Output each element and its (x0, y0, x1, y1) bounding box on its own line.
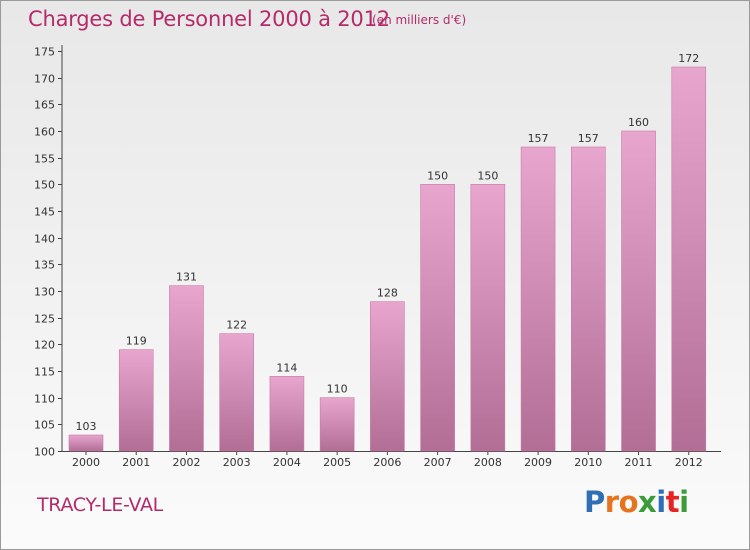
x-tick-label-2011: 2011 (625, 456, 653, 469)
y-tick-label: 125 (34, 313, 55, 326)
bar-2003 (219, 333, 254, 452)
x-tick-label-2002: 2002 (172, 456, 200, 469)
y-tick-label: 145 (34, 206, 55, 219)
value-label-2004: 114 (276, 361, 297, 374)
bar-2001 (118, 349, 154, 452)
bar-2012 (671, 66, 707, 452)
bar-2000 (68, 434, 104, 452)
proxiti-logo[interactable]: Proxiti (584, 485, 689, 519)
y-tick-label: 140 (34, 233, 55, 246)
y-tick-label: 130 (34, 286, 55, 299)
chart-subtitle: (en milliers d'€) (372, 13, 467, 27)
chart-title: Charges de Personnel 2000 à 2012 (28, 7, 390, 31)
y-tick-label: 110 (34, 393, 55, 406)
x-tick-label-2012: 2012 (675, 456, 703, 469)
y-tick-label: 135 (34, 259, 55, 272)
value-label-2010: 157 (578, 132, 599, 145)
value-label-2008: 150 (477, 169, 498, 182)
value-label-2000: 103 (76, 420, 97, 433)
logo-letter: P (584, 485, 605, 519)
value-label-2007: 150 (427, 169, 448, 182)
value-label-2005: 110 (327, 383, 348, 396)
value-label-2009: 157 (528, 132, 549, 145)
x-tick-label-2010: 2010 (574, 456, 602, 469)
value-label-2012: 172 (678, 52, 699, 65)
y-tick-label: 100 (34, 446, 55, 459)
x-tick-label-2008: 2008 (474, 456, 502, 469)
bar-2010 (571, 146, 606, 452)
y-tick-label: 175 (34, 46, 55, 59)
x-tick-label-2003: 2003 (223, 456, 251, 469)
y-tick-label: 120 (34, 339, 55, 352)
y-tick-label: 160 (34, 126, 55, 139)
bar-2007 (420, 184, 455, 452)
logo-letter: t (665, 485, 680, 519)
logo-letter: r (604, 485, 619, 519)
commune-name: TRACY-LE-VAL (37, 494, 163, 516)
x-tick-label-2009: 2009 (524, 456, 552, 469)
bar-2004 (269, 376, 305, 452)
y-tick-label: 105 (34, 419, 55, 432)
y-tick-label: 150 (34, 179, 55, 192)
x-tick-label-2007: 2007 (424, 456, 452, 469)
bar-2002 (169, 285, 204, 452)
bar-2006 (370, 301, 405, 452)
value-label-2011: 160 (628, 116, 649, 129)
x-tick-label-2004: 2004 (273, 456, 301, 469)
y-tick-label: 115 (34, 366, 55, 379)
x-tick-label-2005: 2005 (323, 456, 351, 469)
bar-2011 (621, 130, 656, 452)
value-label-2001: 119 (126, 335, 147, 348)
x-tick-label-2006: 2006 (373, 456, 401, 469)
bar-2009 (520, 146, 556, 452)
logo-letter: o (618, 485, 639, 519)
x-tick-label-2000: 2000 (72, 456, 100, 469)
bar-2008 (470, 184, 506, 452)
value-label-2006: 128 (377, 287, 398, 300)
y-tick-label: 155 (34, 153, 55, 166)
logo-letter: i (656, 485, 666, 519)
value-label-2003: 122 (226, 319, 247, 332)
value-label-2002: 131 (176, 271, 197, 284)
logo-letter: i (679, 485, 689, 519)
logo-letter: x (638, 485, 657, 519)
bar-2005 (319, 397, 355, 452)
y-tick-label: 170 (34, 73, 55, 86)
y-tick-label: 165 (34, 99, 55, 112)
x-tick-label-2001: 2001 (122, 456, 150, 469)
